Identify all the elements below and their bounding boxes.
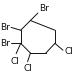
- Text: Cl: Cl: [64, 47, 73, 56]
- Text: Cl: Cl: [11, 57, 19, 66]
- Text: Br: Br: [39, 4, 49, 13]
- Text: Br: Br: [0, 39, 10, 48]
- Text: Br: Br: [0, 23, 10, 32]
- Text: Cl: Cl: [23, 64, 32, 73]
